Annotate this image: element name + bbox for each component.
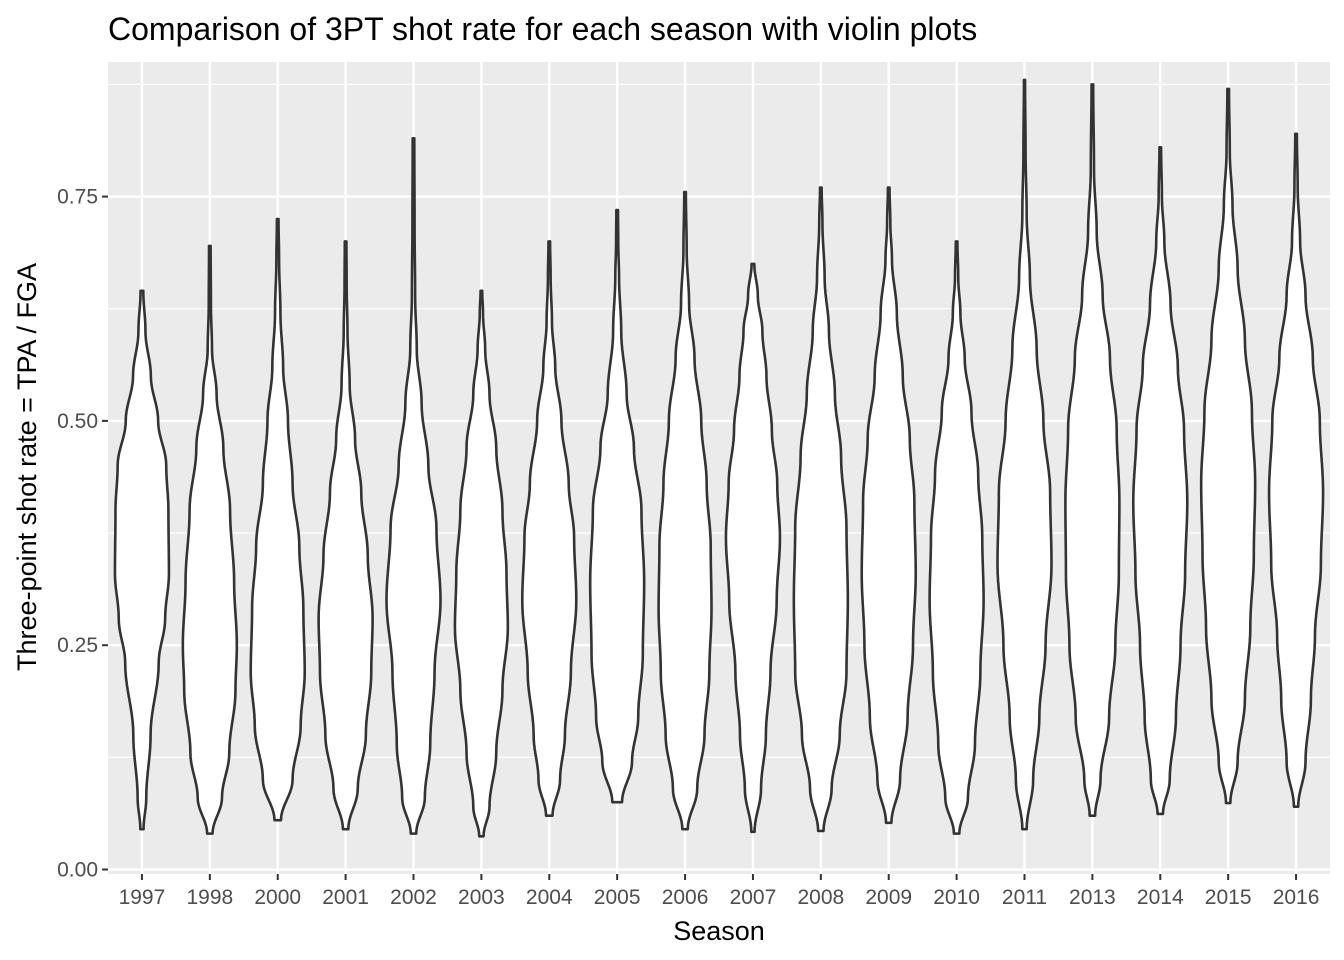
y-axis: 0.00 0.25 0.50 0.75 xyxy=(57,186,108,882)
violin-2008 xyxy=(792,186,850,833)
violin-2016 xyxy=(1267,132,1325,809)
violin-2014 xyxy=(1131,145,1189,816)
violin-2005 xyxy=(588,208,646,804)
x-tick-label: 2015 xyxy=(1205,886,1252,909)
x-tick-label: 2016 xyxy=(1273,886,1320,909)
y-tick-label: 0.50 xyxy=(57,410,98,433)
violin-1997 xyxy=(113,289,171,831)
x-tick-label: 2010 xyxy=(933,886,980,909)
violin-2006 xyxy=(657,190,713,831)
x-tick-label: 2003 xyxy=(458,886,505,909)
x-axis: 1997 1998 2000 2001 2002 2003 2004 2005 2006 2007… xyxy=(119,874,1320,909)
x-axis-title: Season xyxy=(673,916,765,946)
x-tick-label: 2005 xyxy=(594,886,641,909)
x-tick-label: 1998 xyxy=(186,886,233,909)
x-tick-label: 1997 xyxy=(119,886,166,909)
violin-2000 xyxy=(249,217,307,822)
x-tick-label: 2013 xyxy=(1069,886,1116,909)
y-tick-label: 0.25 xyxy=(57,634,98,657)
x-tick-label: 2001 xyxy=(322,886,369,909)
x-tick-label: 2002 xyxy=(390,886,437,909)
violin-2002 xyxy=(385,136,442,835)
violin-2004 xyxy=(520,240,578,817)
y-tick-label: 0.00 xyxy=(57,859,98,882)
violin-2007 xyxy=(724,262,782,834)
violin-1998 xyxy=(181,244,239,835)
x-tick-label: 2009 xyxy=(865,886,912,909)
x-tick-label: 2011 xyxy=(1002,886,1047,909)
violin-2010 xyxy=(928,240,985,835)
x-tick-label: 2006 xyxy=(662,886,709,909)
chart-title: Comparison of 3PT shot rate for each sea… xyxy=(108,11,977,47)
violin-2011 xyxy=(996,78,1053,831)
violin-2009 xyxy=(860,186,918,825)
x-tick-label: 2014 xyxy=(1137,886,1184,909)
x-tick-label: 2007 xyxy=(730,886,777,909)
violin-2013 xyxy=(1064,83,1121,817)
y-tick-label: 0.75 xyxy=(57,186,98,209)
violin-2015 xyxy=(1199,87,1257,805)
violin-2001 xyxy=(317,240,374,831)
y-axis-title: Three-point shot rate = TPA / FGA xyxy=(12,263,42,671)
x-tick-label: 2004 xyxy=(526,886,573,909)
grid-minor xyxy=(108,83,1330,758)
x-tick-label: 2008 xyxy=(797,886,844,909)
x-tick-label: 2000 xyxy=(254,886,301,909)
violin-2003 xyxy=(453,289,510,838)
violins xyxy=(113,78,1325,838)
